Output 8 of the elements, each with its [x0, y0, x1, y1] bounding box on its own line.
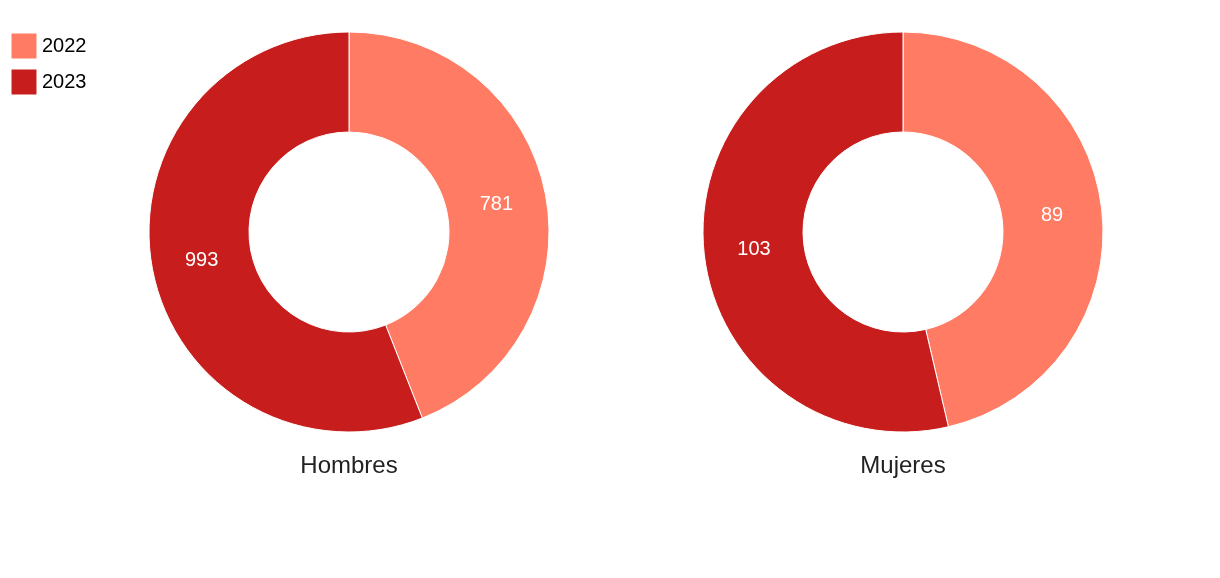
legend-label: 2022 [42, 34, 87, 56]
data-label: 89 [1040, 202, 1064, 225]
data-label: 781 [479, 192, 514, 215]
data-label: 993 [184, 247, 219, 270]
data-label: 103 [737, 237, 771, 260]
slice-label: Hombres [300, 451, 398, 478]
legend-label: 2023 [42, 70, 87, 92]
slice-label: Mujeres [860, 451, 946, 478]
